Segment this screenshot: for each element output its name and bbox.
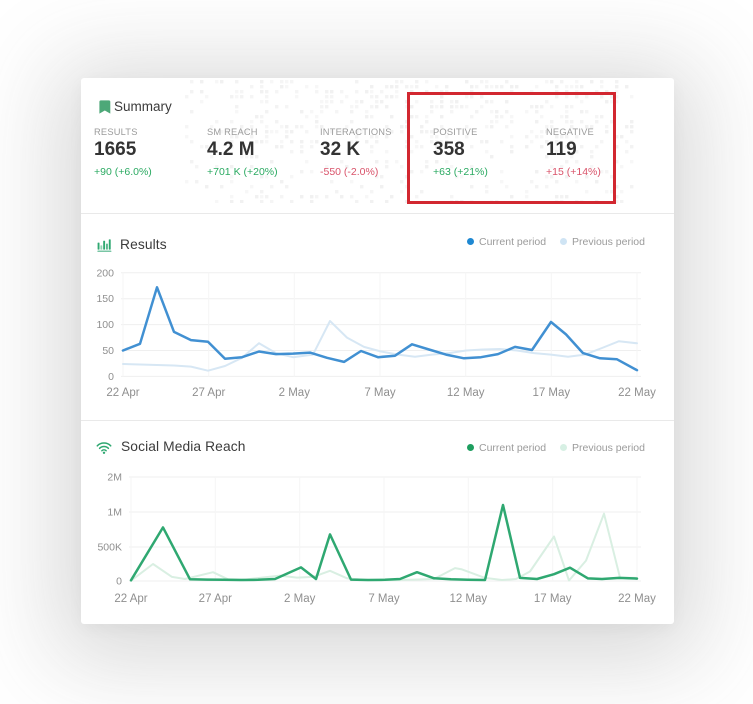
svg-text:1M: 1M [107,507,122,519]
svg-text:50: 50 [102,345,114,357]
svg-text:12 May: 12 May [449,593,487,605]
svg-text:7 May: 7 May [364,387,396,399]
svg-text:27 Apr: 27 Apr [192,387,225,399]
svg-text:17 May: 17 May [534,593,572,605]
svg-text:2M: 2M [107,472,122,484]
svg-text:22 Apr: 22 Apr [114,593,147,605]
svg-text:17 May: 17 May [532,387,570,399]
svg-text:100: 100 [96,319,114,331]
svg-text:22 May: 22 May [618,387,656,399]
svg-text:27 Apr: 27 Apr [199,593,232,605]
svg-text:0: 0 [116,576,122,588]
svg-text:12 May: 12 May [447,387,485,399]
svg-text:2 May: 2 May [284,593,316,605]
svg-text:200: 200 [96,267,114,279]
svg-text:22 May: 22 May [618,593,656,605]
svg-text:500K: 500K [97,542,122,554]
svg-text:22 Apr: 22 Apr [106,387,139,399]
svg-text:7 May: 7 May [368,593,400,605]
svg-text:150: 150 [96,293,114,305]
svg-text:2 May: 2 May [279,387,311,399]
svg-text:0: 0 [108,371,114,383]
